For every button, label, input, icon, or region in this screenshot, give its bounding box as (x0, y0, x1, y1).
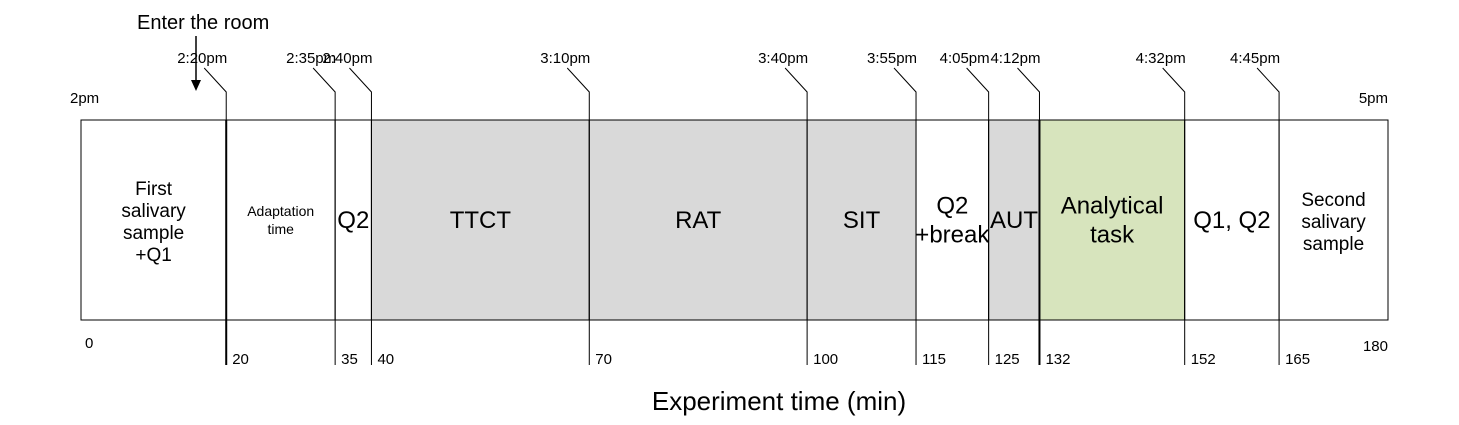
segment-analytical-task (1039, 120, 1184, 320)
marker-clock-label: 2:20pm (177, 50, 227, 67)
marker-minute-label: 125 (995, 351, 1020, 368)
segment-label-first-salivary-sample: First (135, 179, 173, 200)
segment-label-first-salivary-sample: +Q1 (135, 245, 171, 266)
marker-clock-label: 4:05pm (940, 50, 990, 67)
marker-leader-70 (567, 68, 589, 120)
segment-label-adaptation-time: time (267, 221, 294, 237)
marker-leader-152 (1163, 68, 1185, 120)
axis-end-label: 180 (1363, 338, 1388, 355)
start-time-label: 2pm (70, 90, 99, 107)
marker-minute-label: 35 (341, 351, 358, 368)
marker-clock-label: 4:12pm (990, 50, 1040, 67)
segment-label-second-salivary-sample: salivary (1301, 212, 1366, 233)
axis-title: Experiment time (min) (652, 386, 906, 416)
marker-leader-125 (967, 68, 989, 120)
segment-label-q1-q2: Q1, Q2 (1193, 207, 1270, 234)
marker-clock-label: 4:45pm (1230, 50, 1280, 67)
segment-label-q2-break: Q2 (936, 193, 968, 220)
enter-room-arrowhead-icon (191, 80, 201, 91)
segment-label-aut: AUT (990, 207, 1038, 234)
marker-leader-115 (894, 68, 916, 120)
marker-clock-label: 4:32pm (1136, 50, 1186, 67)
marker-leader-20 (204, 68, 226, 120)
marker-leader-132 (1017, 68, 1039, 120)
marker-minute-label: 20 (232, 351, 249, 368)
axis-start-label: 0 (85, 335, 93, 352)
marker-leader-35 (313, 68, 335, 120)
segment-label-sit: SIT (843, 207, 881, 234)
segment-label-first-salivary-sample: sample (123, 223, 184, 244)
marker-minute-label: 100 (813, 351, 838, 368)
marker-minute-label: 152 (1191, 351, 1216, 368)
marker-clock-label: 2:40pm (322, 50, 372, 67)
marker-clock-label: 3:10pm (540, 50, 590, 67)
segment-label-second-salivary-sample: sample (1303, 234, 1364, 255)
marker-leader-100 (785, 68, 807, 120)
marker-minute-label: 132 (1045, 351, 1070, 368)
marker-clock-label: 3:55pm (867, 50, 917, 67)
segment-label-analytical-task: task (1090, 222, 1135, 249)
marker-minute-label: 165 (1285, 351, 1310, 368)
segment-label-analytical-task: Analytical (1061, 193, 1164, 220)
segment-label-second-salivary-sample: Second (1301, 190, 1365, 211)
segment-label-rat: RAT (675, 207, 722, 234)
marker-minute-label: 115 (922, 351, 946, 368)
segment-label-ttct: TTCT (450, 207, 512, 234)
end-time-label: 5pm (1359, 90, 1388, 107)
marker-clock-label: 3:40pm (758, 50, 808, 67)
segment-label-adaptation-time: Adaptation (247, 203, 314, 219)
marker-minute-label: 70 (595, 351, 612, 368)
segment-label-first-salivary-sample: salivary (121, 201, 186, 222)
marker-minute-label: 40 (377, 351, 394, 368)
segment-q2-break (916, 120, 989, 320)
enter-room-label: Enter the room (137, 12, 269, 34)
marker-leader-40 (349, 68, 371, 120)
segment-label-q2: Q2 (337, 207, 369, 234)
segment-adaptation-time (226, 120, 335, 320)
segment-label-q2-break: +break (915, 222, 990, 249)
marker-leader-165 (1257, 68, 1279, 120)
